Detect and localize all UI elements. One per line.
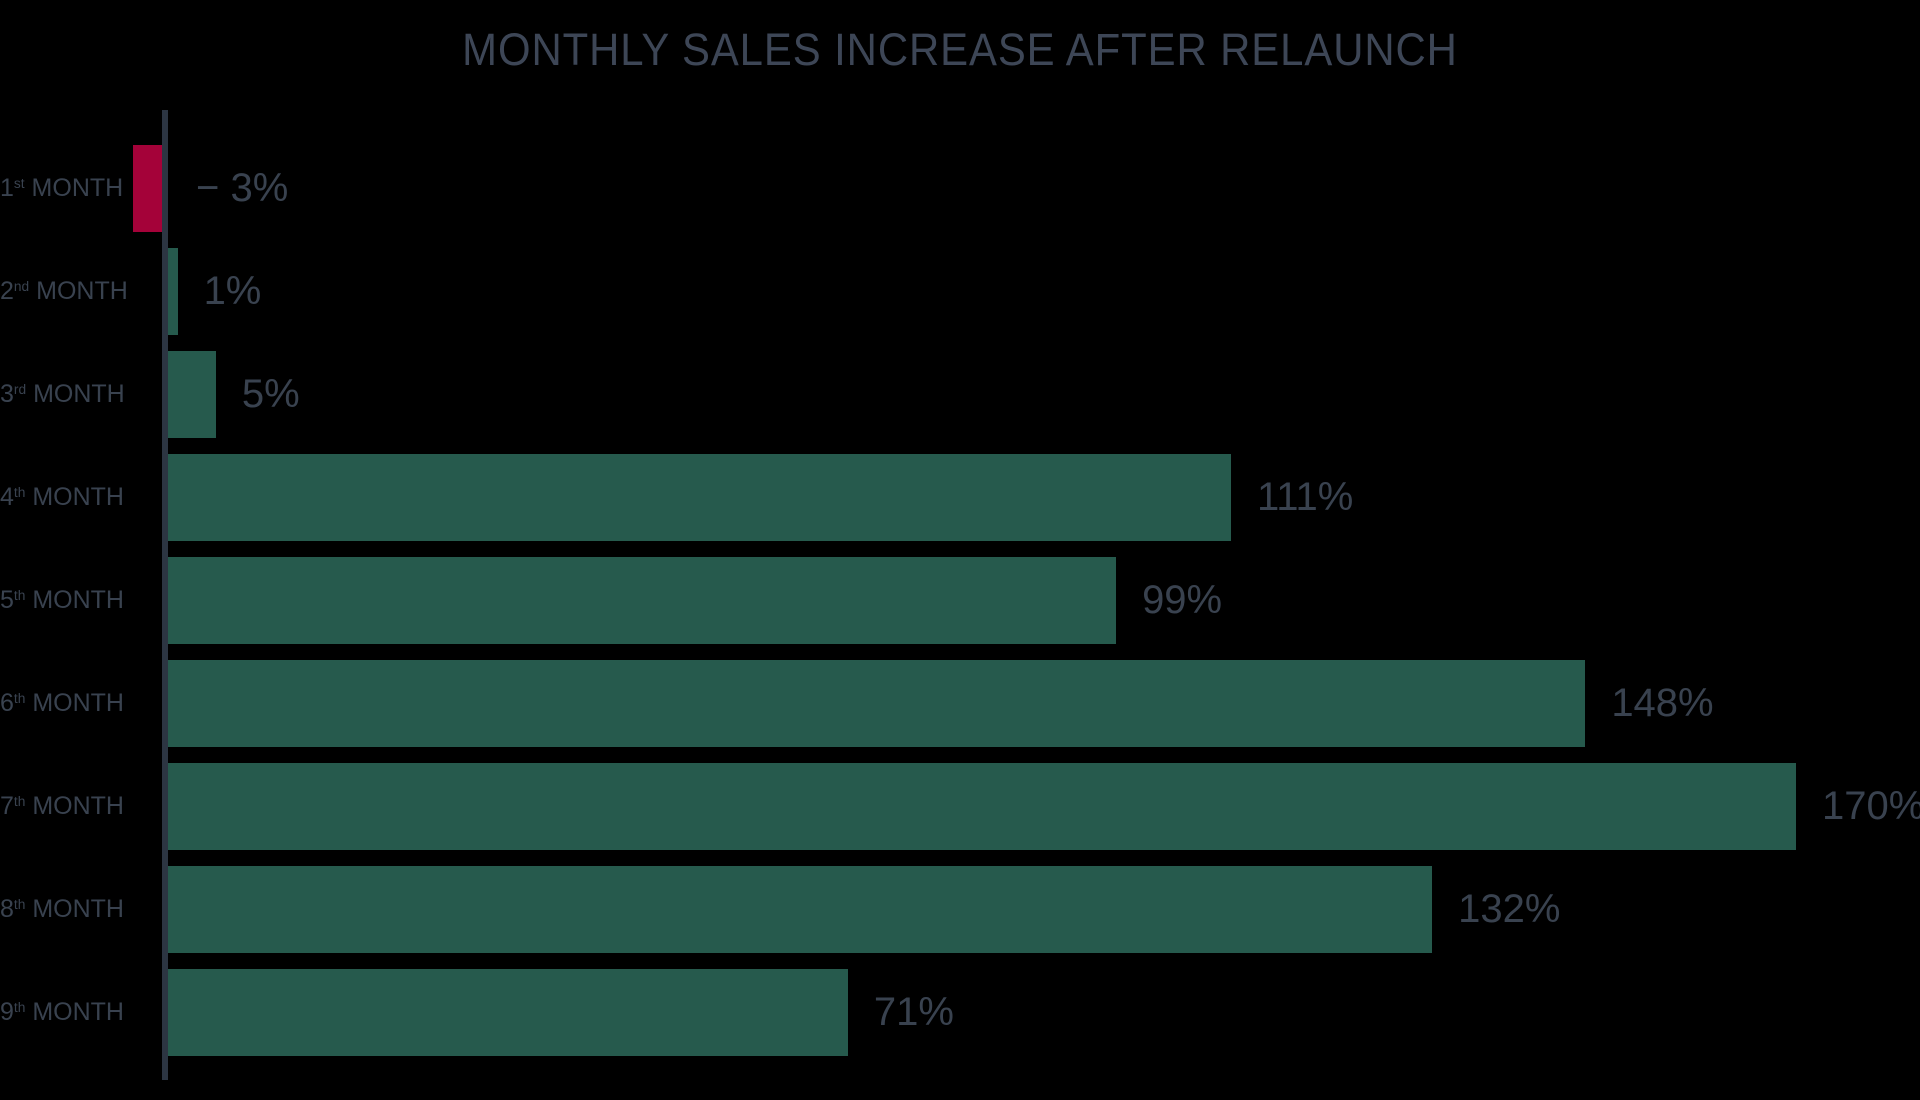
y-axis-line: [162, 110, 168, 1080]
positive-bar: [168, 866, 1433, 953]
value-label: 148%: [1611, 681, 1714, 725]
ordinal-suffix: th: [13, 588, 26, 604]
value-label: 132%: [1458, 887, 1561, 931]
value-label: 99%: [1142, 578, 1223, 622]
category-label: 2nd MONTH: [0, 248, 128, 335]
ordinal-suffix: th: [13, 897, 26, 913]
positive-bar: [168, 557, 1117, 644]
bar-row: 2nd MONTH 1%: [0, 248, 1920, 335]
bar-row: 4th MONTH 111%: [0, 454, 1920, 541]
bar-row: 8th MONTH 132%: [0, 866, 1920, 953]
positive-bar: [168, 969, 848, 1056]
category-word: MONTH: [25, 895, 124, 923]
category-word: MONTH: [25, 689, 124, 717]
negative-bar: [133, 145, 162, 232]
category-word: MONTH: [25, 586, 124, 614]
category-word: MONTH: [24, 174, 124, 202]
bar-row: 9th MONTH 71%: [0, 969, 1920, 1056]
ordinal-number: 2: [0, 277, 14, 305]
positive-bar: [168, 351, 216, 438]
ordinal-suffix: th: [13, 794, 26, 810]
value-label: 111%: [1256, 475, 1354, 519]
category-label: 1st MONTH: [0, 145, 123, 232]
ordinal-suffix: nd: [13, 279, 30, 295]
positive-bar: [168, 660, 1586, 747]
ordinal-suffix: rd: [13, 382, 27, 398]
category-label: 4th MONTH: [0, 454, 124, 541]
ordinal-number: 8: [0, 895, 14, 923]
chart-title: MONTHLY SALES INCREASE AFTER RELAUNCH: [462, 24, 1458, 75]
ordinal-suffix: th: [13, 691, 26, 707]
ordinal-number: 3: [0, 380, 14, 408]
bar-row: 1st MONTH − 3%: [0, 145, 1920, 232]
ordinal-number: 1: [0, 174, 14, 202]
value-label: 1%: [203, 269, 262, 313]
category-label: 8th MONTH: [0, 866, 124, 953]
ordinal-suffix: th: [13, 485, 26, 501]
ordinal-number: 7: [0, 792, 14, 820]
positive-bar: [168, 763, 1796, 850]
bar-row: 5th MONTH 99%: [0, 557, 1920, 644]
ordinal-suffix: th: [13, 1000, 26, 1016]
value-label: 5%: [241, 372, 300, 416]
category-word: MONTH: [29, 277, 128, 305]
ordinal-number: 9: [0, 998, 14, 1026]
positive-bar: [168, 454, 1231, 541]
bar-row: 3rd MONTH 5%: [0, 351, 1920, 438]
category-label: 3rd MONTH: [0, 351, 125, 438]
value-label: − 3%: [196, 166, 289, 210]
ordinal-number: 5: [0, 586, 14, 614]
category-label: 5th MONTH: [0, 557, 124, 644]
category-label: 7th MONTH: [0, 763, 124, 850]
ordinal-suffix: st: [13, 176, 25, 192]
ordinal-number: 4: [0, 483, 14, 511]
bar-row: 7th MONTH 170%: [0, 763, 1920, 850]
category-word: MONTH: [25, 483, 124, 511]
category-word: MONTH: [26, 380, 125, 408]
category-word: MONTH: [25, 998, 124, 1026]
category-label: 6th MONTH: [0, 660, 124, 747]
ordinal-number: 6: [0, 689, 14, 717]
value-label: 71%: [873, 990, 954, 1034]
bar-row: 6th MONTH 148%: [0, 660, 1920, 747]
category-word: MONTH: [25, 792, 124, 820]
positive-bar: [168, 248, 178, 335]
category-label: 9th MONTH: [0, 969, 124, 1056]
value-label: 170%: [1822, 784, 1920, 828]
